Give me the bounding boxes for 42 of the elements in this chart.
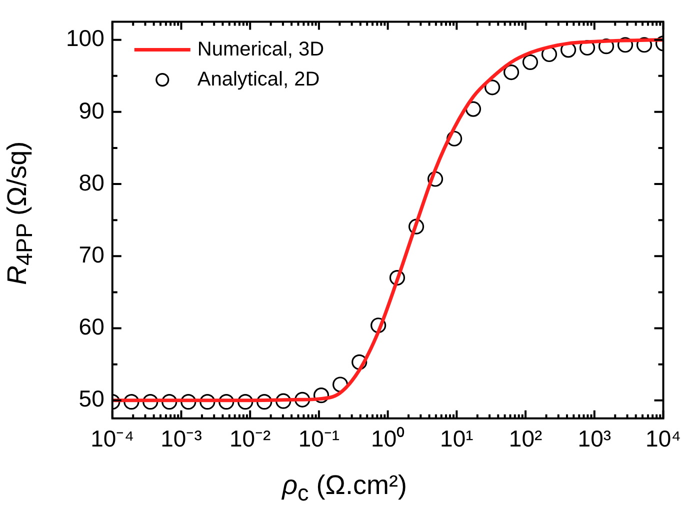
x-tick-label: 10⁻³ — [160, 426, 202, 452]
point — [162, 394, 178, 410]
point — [180, 394, 196, 410]
point — [124, 394, 140, 410]
x-tick-label: 10⁻² — [229, 426, 272, 452]
point — [352, 354, 368, 370]
point — [446, 130, 462, 146]
point — [294, 392, 310, 408]
x-tick-label: 10⁻¹ — [298, 426, 340, 452]
point — [256, 394, 272, 410]
x-tick-label: 10⁴ — [646, 426, 681, 452]
x-tick-label: 10⁰ — [371, 426, 405, 452]
point — [522, 54, 538, 70]
point — [484, 80, 500, 96]
x-tick-label: 10² — [508, 426, 542, 452]
x-tick-label: 10⁻⁴ — [90, 426, 134, 452]
y-tick-label: 70 — [78, 242, 104, 268]
point — [636, 37, 652, 53]
point — [408, 218, 424, 234]
point — [370, 318, 386, 334]
legend-label: Analytical, 2D — [197, 68, 320, 90]
point — [142, 394, 158, 410]
point — [200, 394, 216, 410]
point — [313, 388, 330, 404]
point — [218, 394, 234, 410]
point — [598, 38, 614, 54]
y-tick-label: 100 — [66, 25, 104, 52]
y-tick-label: 50 — [78, 386, 104, 412]
x-axis-title: ρ$_{c}$ (Ω.cm²) — [280, 470, 408, 506]
point — [276, 393, 292, 409]
point — [503, 64, 520, 80]
x-tick-label: 10¹ — [440, 426, 474, 452]
x-tick-label: 10³ — [578, 426, 612, 452]
y-tick-label: 90 — [78, 97, 104, 124]
point — [238, 394, 254, 410]
point — [579, 40, 596, 56]
legend-label: Numerical, 3D — [197, 38, 324, 60]
point — [617, 37, 634, 53]
point — [389, 270, 406, 286]
point — [427, 171, 444, 187]
y-tick-label: 60 — [78, 314, 104, 340]
y-tick-label: 80 — [78, 169, 104, 196]
